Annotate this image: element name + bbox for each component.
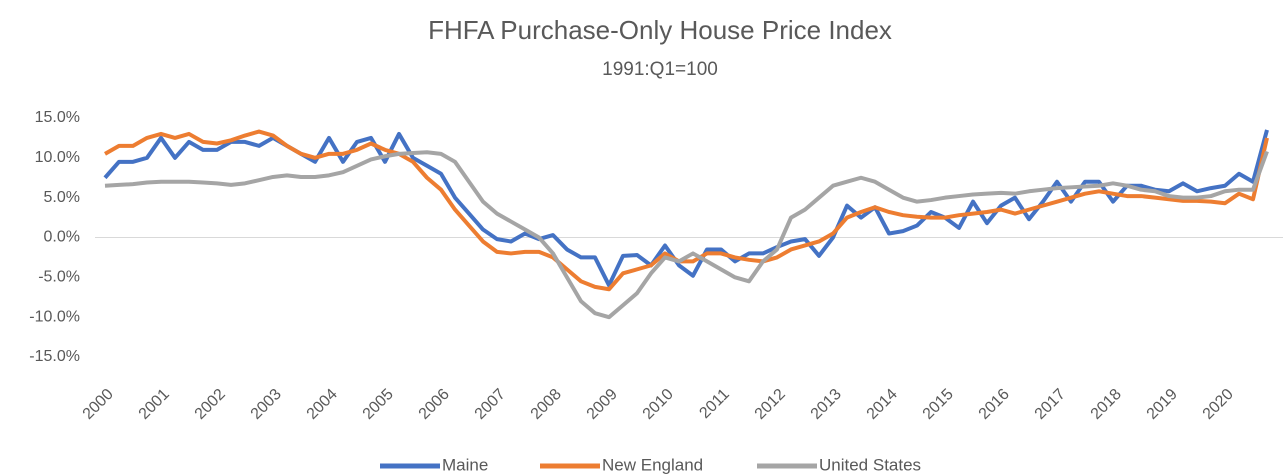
- y-tick-label: -15.0%: [29, 348, 80, 365]
- y-tick-label: 0.0%: [44, 229, 80, 246]
- x-tick-label: 2001: [136, 386, 173, 423]
- x-tick-label: 2011: [696, 386, 732, 422]
- x-tick-label: 2015: [920, 386, 957, 423]
- x-tick-label: 2003: [248, 386, 285, 423]
- chart-title: FHFA Purchase-Only House Price Index: [428, 15, 892, 45]
- legend-label: United States: [819, 455, 921, 474]
- y-tick-label: -10.0%: [29, 308, 80, 325]
- y-tick-label: 5.0%: [44, 189, 80, 206]
- y-tick-label: 10.0%: [35, 149, 80, 166]
- x-tick-label: 2006: [416, 386, 453, 423]
- x-tick-label: 2000: [80, 386, 117, 423]
- x-tick-label: 2013: [808, 386, 845, 423]
- x-tick-label: 2012: [752, 386, 789, 423]
- x-tick-label: 2010: [640, 386, 677, 423]
- x-tick-label: 2017: [1032, 386, 1069, 423]
- x-tick-label: 2007: [472, 386, 509, 423]
- x-tick-label: 2005: [360, 386, 397, 423]
- x-tick-label: 2014: [864, 386, 901, 423]
- series-line: [104, 129, 1269, 292]
- x-tick-label: 2008: [528, 386, 565, 423]
- x-tick-label: 2004: [304, 386, 341, 423]
- x-tick-label: 2018: [1088, 386, 1125, 423]
- chart-subtitle: 1991:Q1=100: [602, 59, 718, 80]
- x-tick-label: 2020: [1200, 386, 1237, 423]
- x-tick-label: 2009: [584, 386, 621, 423]
- x-tick-label: 2002: [192, 386, 229, 423]
- legend-label: Maine: [442, 455, 488, 474]
- y-tick-label: -5.0%: [38, 269, 80, 286]
- series-line: [104, 150, 1269, 320]
- legend-label: New England: [602, 455, 703, 474]
- y-tick-label: 15.0%: [35, 109, 80, 126]
- x-tick-label: 2016: [976, 386, 1013, 423]
- x-tick-label: 2019: [1144, 386, 1181, 423]
